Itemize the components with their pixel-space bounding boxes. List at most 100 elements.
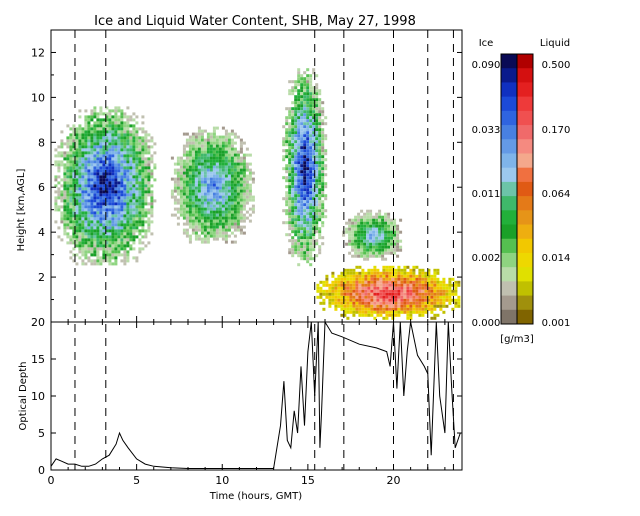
cloud-cell [114, 262, 118, 266]
cloud-cell [396, 242, 400, 246]
cloud-cell [239, 138, 243, 142]
cloud-cell [288, 161, 292, 165]
cloud-cell [200, 138, 204, 142]
cloud-cell [227, 228, 231, 232]
cloud-cell [87, 226, 91, 230]
cloud-cell [84, 205, 88, 209]
cloud-cell [123, 232, 127, 236]
cloud-cell [367, 289, 371, 293]
cloud-cell [379, 286, 383, 290]
cloud-cell [382, 289, 386, 293]
cloud-cell [324, 116, 328, 120]
cloud-cell [412, 295, 416, 299]
cloud-cell [227, 135, 231, 139]
cloud-cell [355, 289, 359, 293]
cloud-cell [309, 122, 313, 126]
cloud-cell [108, 259, 112, 263]
cloud-cell [72, 187, 76, 191]
cloud-cell [147, 190, 151, 194]
cloud-cell [421, 295, 425, 299]
cloud-cell [218, 189, 222, 193]
cloud-cell [144, 244, 148, 248]
cloud-cell [203, 216, 207, 220]
cloud-cell [418, 289, 422, 293]
cloud-cell [397, 304, 401, 308]
cloud-cell [90, 199, 94, 203]
cloud-cell [412, 289, 416, 293]
cloud-cell [129, 166, 133, 170]
cloud-cell [150, 136, 154, 140]
cloud-cell [382, 271, 386, 275]
cloud-cell [321, 221, 325, 225]
cloud-cell [102, 202, 106, 206]
cloud-cell [123, 199, 127, 203]
cloud-cell [388, 292, 392, 296]
cloud-cell [144, 220, 148, 224]
cloud-cell [138, 241, 142, 245]
cloud-cell [387, 236, 391, 240]
cloud-cell [132, 184, 136, 188]
cloud-cell [102, 175, 106, 179]
cloud-cell [325, 295, 329, 299]
cloud-cell [363, 242, 367, 246]
cloud-cell [396, 239, 400, 243]
cloud-cell [75, 187, 79, 191]
cloud-cell [309, 101, 313, 105]
cloud-cell [370, 283, 374, 287]
cloud-cell [197, 183, 201, 187]
cloud-cell [312, 128, 316, 132]
cloud-cell [123, 172, 127, 176]
cloud-cell [191, 201, 195, 205]
cloud-cell [209, 210, 213, 214]
cloud-cell [99, 160, 103, 164]
cloud-cell [75, 169, 79, 173]
cloud-cell [179, 168, 183, 172]
cloud-cell [303, 182, 307, 186]
cloud-cell [221, 156, 225, 160]
cloud-cell [352, 271, 356, 275]
cloud-cell [430, 304, 434, 308]
cloud-cell [391, 301, 395, 305]
cloud-cell [242, 177, 246, 181]
cloud-cell [203, 168, 207, 172]
cloud-cell [221, 141, 225, 145]
cloud-cell [144, 229, 148, 233]
cloud-cell [382, 298, 386, 302]
cloud-cell [138, 169, 142, 173]
cloud-cell [430, 295, 434, 299]
cloud-cell [138, 193, 142, 197]
cloud-cell [212, 126, 216, 130]
cloud-cell [215, 147, 219, 151]
cloud-cell [129, 202, 133, 206]
cloud-cell [84, 139, 88, 143]
cloud-cell [69, 250, 73, 254]
cloud-cell [312, 179, 316, 183]
cloud-cell [99, 193, 103, 197]
cloud-cell [357, 227, 361, 231]
cloud-cell [366, 239, 370, 243]
cloud-cell [239, 141, 243, 145]
cloud-cell [306, 146, 310, 150]
cloud-cell [291, 242, 295, 246]
cloud-cell [224, 222, 228, 226]
cloud-cell [111, 184, 115, 188]
time-tick-label: 5 [133, 474, 140, 487]
cloud-cell [233, 174, 237, 178]
cloud-cell [233, 198, 237, 202]
cloud-cell [108, 130, 112, 134]
cloud-cell [388, 280, 392, 284]
cloud-cell [300, 98, 304, 102]
cloud-cell [300, 242, 304, 246]
cloud-cell [360, 209, 364, 213]
cloud-cell [108, 121, 112, 125]
cloud-cell [315, 170, 319, 174]
cloud-cell [294, 86, 298, 90]
cloud-cell [126, 196, 130, 200]
cloud-cell [188, 216, 192, 220]
cloud-cell [191, 138, 195, 142]
cloud-cell [394, 286, 398, 290]
cloud-cell [316, 286, 320, 290]
cloud-cell [415, 265, 419, 269]
cloud-cell [312, 143, 316, 147]
cloud-cell [99, 202, 103, 206]
